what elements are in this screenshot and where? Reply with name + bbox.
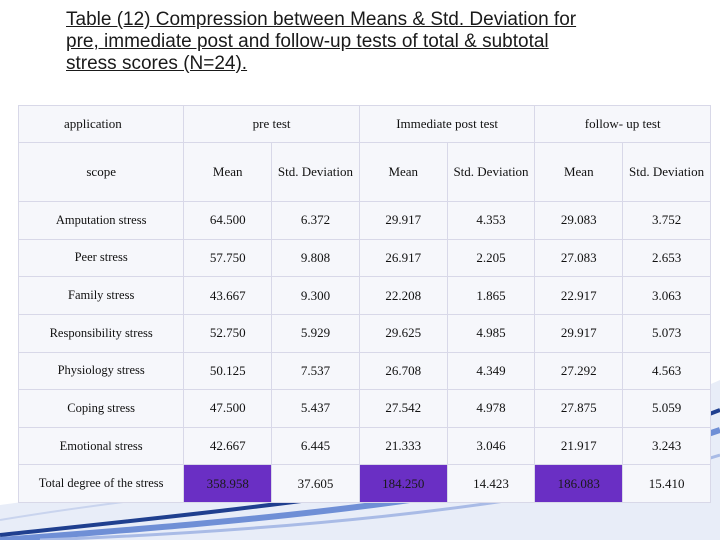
pre-std-cell: 6.372 bbox=[271, 201, 360, 240]
pre-std-cell: 6.445 bbox=[271, 426, 360, 466]
group-header-row: application pre test Immediate post test… bbox=[17, 105, 711, 143]
row-label: Physiology stress bbox=[17, 351, 185, 391]
fol-mean-cell: 27.083 bbox=[534, 238, 624, 278]
sub-header-row: scope Mean Std. Deviation Mean Std. Devi… bbox=[17, 142, 711, 202]
fol-std-cell: 3.752 bbox=[622, 201, 711, 240]
imm-std-cell: 4.353 bbox=[446, 201, 536, 240]
pre-std-cell: 9.300 bbox=[271, 276, 360, 315]
fol-std-cell: 3.243 bbox=[622, 426, 711, 466]
header-imm-std: Std. Deviation bbox=[446, 142, 536, 202]
table-row: Emotional stress 42.667 6.445 21.333 3.0… bbox=[17, 426, 711, 466]
imm-std-cell: 3.046 bbox=[446, 426, 536, 466]
imm-mean-cell: 26.917 bbox=[358, 238, 448, 278]
stress-scores-table: application pre test Immediate post test… bbox=[17, 105, 711, 503]
pre-std-cell: 9.808 bbox=[271, 238, 360, 278]
row-label: Total degree of the stress bbox=[17, 464, 185, 503]
imm-std-cell: 4.349 bbox=[446, 351, 536, 391]
fol-std-cell: 5.059 bbox=[622, 389, 711, 428]
header-immediate-post-test: Immediate post test bbox=[358, 105, 536, 143]
table-row: Family stress 43.667 9.300 22.208 1.865 … bbox=[17, 276, 711, 315]
header-fol-std: Std. Deviation bbox=[622, 142, 711, 202]
title-line-2: pre, immediate post and follow-up tests … bbox=[66, 31, 549, 52]
title-line-1: Table (12) Compression between Means & S… bbox=[66, 9, 577, 30]
fol-std-cell: 2.653 bbox=[622, 238, 711, 278]
pre-std-cell: 7.537 bbox=[271, 351, 360, 391]
pre-std-cell: 5.437 bbox=[271, 389, 360, 428]
header-follow-up-test: follow- up test bbox=[534, 105, 711, 143]
header-fol-mean: Mean bbox=[534, 142, 624, 202]
table-row: Responsibility stress 52.750 5.929 29.62… bbox=[17, 313, 711, 353]
row-label: Amputation stress bbox=[17, 201, 185, 240]
imm-mean-cell: 29.917 bbox=[358, 201, 448, 240]
fol-std-cell: 4.563 bbox=[622, 351, 711, 391]
header-pre-std: Std. Deviation bbox=[271, 142, 360, 202]
fol-std-cell: 3.063 bbox=[622, 276, 711, 315]
imm-std-cell: 14.423 bbox=[446, 464, 536, 503]
imm-mean-cell-highlighted: 184.250 bbox=[358, 464, 448, 503]
total-row: Total degree of the stress 358.958 37.60… bbox=[17, 464, 711, 503]
fol-mean-cell: 21.917 bbox=[534, 426, 624, 466]
pre-mean-cell: 47.500 bbox=[183, 389, 273, 428]
table-row: Peer stress 57.750 9.808 26.917 2.205 27… bbox=[17, 238, 711, 278]
header-scope: scope bbox=[17, 142, 185, 202]
row-label: Responsibility stress bbox=[17, 313, 185, 353]
pre-mean-cell: 43.667 bbox=[183, 276, 273, 315]
imm-std-cell: 1.865 bbox=[446, 276, 536, 315]
fol-mean-cell: 29.083 bbox=[534, 201, 624, 240]
header-pre-mean: Mean bbox=[183, 142, 273, 202]
fol-mean-cell: 29.917 bbox=[534, 313, 624, 353]
pre-mean-cell: 57.750 bbox=[183, 238, 273, 278]
imm-mean-cell: 29.625 bbox=[358, 313, 448, 353]
table-row: Coping stress 47.500 5.437 27.542 4.978 … bbox=[17, 389, 711, 428]
imm-mean-cell: 22.208 bbox=[358, 276, 448, 315]
title-line-3: stress scores (N=24). bbox=[66, 53, 248, 74]
fol-std-cell: 15.410 bbox=[622, 464, 711, 503]
imm-std-cell: 4.978 bbox=[446, 389, 536, 428]
pre-mean-cell: 50.125 bbox=[183, 351, 273, 391]
imm-mean-cell: 26.708 bbox=[358, 351, 448, 391]
fol-mean-cell: 22.917 bbox=[534, 276, 624, 315]
fol-mean-cell-highlighted: 186.083 bbox=[534, 464, 624, 503]
table-row: Amputation stress 64.500 6.372 29.917 4.… bbox=[17, 201, 711, 240]
pre-mean-cell: 42.667 bbox=[183, 426, 273, 466]
pre-mean-cell-highlighted: 358.958 bbox=[183, 464, 273, 503]
imm-std-cell: 4.985 bbox=[446, 313, 536, 353]
slide-title: Table (12) Compression between Means & S… bbox=[66, 9, 686, 75]
row-label: Coping stress bbox=[17, 389, 185, 428]
row-label: Family stress bbox=[17, 276, 185, 315]
header-pre-test: pre test bbox=[183, 105, 360, 143]
header-application: application bbox=[17, 105, 185, 143]
fol-mean-cell: 27.875 bbox=[534, 389, 624, 428]
pre-std-cell: 5.929 bbox=[271, 313, 360, 353]
header-imm-mean: Mean bbox=[358, 142, 448, 202]
table-row: Physiology stress 50.125 7.537 26.708 4.… bbox=[17, 351, 711, 391]
row-label: Emotional stress bbox=[17, 426, 185, 466]
pre-mean-cell: 52.750 bbox=[183, 313, 273, 353]
pre-std-cell: 37.605 bbox=[271, 464, 360, 503]
fol-mean-cell: 27.292 bbox=[534, 351, 624, 391]
pre-mean-cell: 64.500 bbox=[183, 201, 273, 240]
imm-std-cell: 2.205 bbox=[446, 238, 536, 278]
fol-std-cell: 5.073 bbox=[622, 313, 711, 353]
imm-mean-cell: 27.542 bbox=[358, 389, 448, 428]
imm-mean-cell: 21.333 bbox=[358, 426, 448, 466]
row-label: Peer stress bbox=[17, 238, 185, 278]
